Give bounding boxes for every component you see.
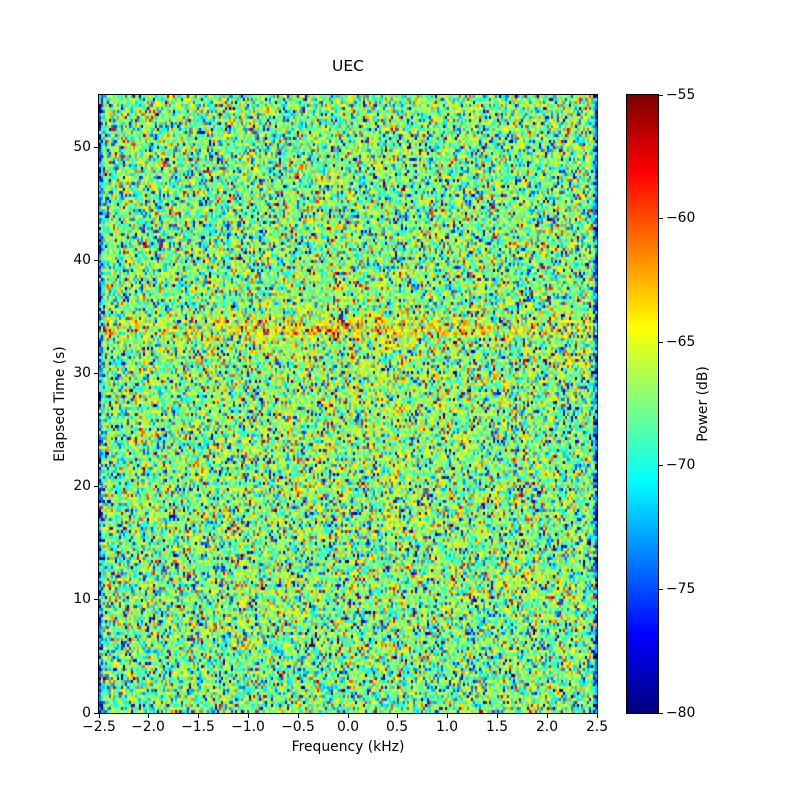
colorbar (626, 94, 659, 714)
x-tick-label: 0.0 (336, 719, 360, 735)
colorbar-tick-label: −80 (666, 705, 696, 721)
colorbar-tick-label: −60 (666, 210, 696, 226)
y-tick-mark (94, 373, 98, 374)
x-tick-label: −2.5 (82, 719, 116, 735)
x-tick-mark (397, 714, 398, 718)
x-tick-label: −1.5 (181, 719, 215, 735)
x-tick-mark (447, 714, 448, 718)
x-tick-mark (497, 714, 498, 718)
y-tick-label: 30 (73, 365, 91, 381)
y-tick-label: 0 (82, 705, 91, 721)
colorbar-tick-mark (659, 342, 663, 343)
x-tick-mark (198, 714, 199, 718)
y-tick-mark (94, 713, 98, 714)
colorbar-gradient-canvas (627, 95, 658, 713)
colorbar-tick-mark (659, 589, 663, 590)
x-tick-label: −0.5 (281, 719, 315, 735)
x-tick-mark (298, 714, 299, 718)
x-tick-label: −2.0 (131, 719, 165, 735)
spectrogram-canvas (99, 95, 597, 713)
y-axis-label: Elapsed Time (s) (52, 346, 68, 462)
y-tick-mark (94, 260, 98, 261)
x-tick-label: 1.0 (435, 719, 459, 735)
colorbar-tick-mark (659, 218, 663, 219)
y-tick-mark (94, 486, 98, 487)
x-axis-label: Frequency (kHz) (291, 739, 405, 755)
y-tick-mark (94, 599, 98, 600)
plot-title: UEC (332, 57, 364, 75)
x-tick-mark (547, 714, 548, 718)
y-tick-label: 50 (73, 139, 91, 155)
x-tick-mark (148, 714, 149, 718)
x-tick-mark (597, 714, 598, 718)
colorbar-label: Power (dB) (695, 366, 711, 442)
colorbar-tick-mark (659, 713, 663, 714)
colorbar-tick-label: −55 (666, 87, 696, 103)
y-tick-label: 40 (73, 252, 91, 268)
x-tick-label: 0.5 (385, 719, 409, 735)
y-tick-label: 20 (73, 478, 91, 494)
y-tick-mark (94, 147, 98, 148)
x-tick-label: 2.0 (535, 719, 559, 735)
x-tick-mark (99, 714, 100, 718)
spectrogram-plot (98, 94, 598, 714)
x-tick-label: 2.5 (585, 719, 609, 735)
x-tick-mark (348, 714, 349, 718)
colorbar-tick-label: −75 (666, 581, 696, 597)
colorbar-tick-mark (659, 95, 663, 96)
colorbar-tick-mark (659, 465, 663, 466)
x-tick-label: −1.0 (231, 719, 265, 735)
colorbar-tick-label: −70 (666, 457, 696, 473)
x-tick-label: 1.5 (485, 719, 509, 735)
y-tick-label: 10 (73, 591, 91, 607)
colorbar-tick-label: −65 (666, 334, 696, 350)
x-tick-mark (248, 714, 249, 718)
